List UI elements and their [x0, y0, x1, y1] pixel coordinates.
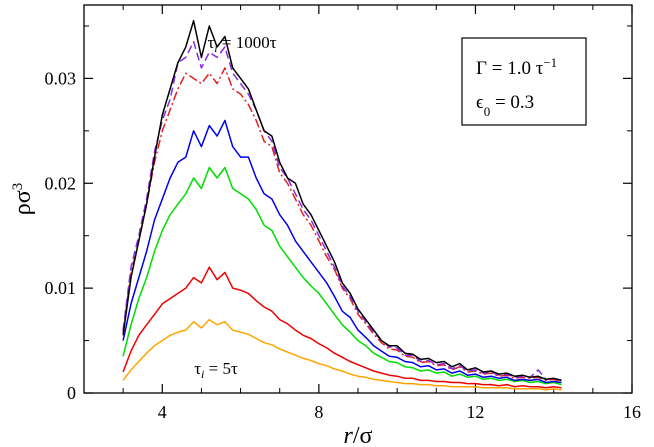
y-tick-label: 0.03 — [45, 68, 77, 88]
series-line-blue — [122, 119, 562, 384]
series-line-red — [122, 266, 562, 389]
series-layer — [122, 19, 562, 391]
series-line-dashed-violet — [122, 40, 562, 382]
y-tick-label: 0.01 — [45, 278, 77, 298]
axis-tick-labels: 4 8 12 16 0 0.01 0.02 0.03 — [45, 68, 642, 422]
axis-ticks — [84, 5, 633, 394]
x-tick-label: 16 — [623, 402, 641, 422]
series-line--i-5- — [122, 318, 562, 391]
y-axis-label: ρσ3 — [10, 183, 36, 215]
x-axis-label: r/σ — [344, 423, 373, 447]
annotation-bottom: τi = 5τ — [194, 359, 238, 381]
annotation-top: τi = 1000τ — [207, 33, 276, 55]
x-tick-label: 4 — [158, 402, 167, 422]
series-line-dashdot-red — [122, 67, 562, 383]
series-line--i-1000- — [122, 19, 562, 382]
series-line-green — [122, 166, 562, 386]
y-tick-label: 0 — [67, 383, 76, 403]
legend-box — [461, 37, 587, 126]
x-tick-label: 12 — [466, 402, 484, 422]
x-tick-label: 8 — [314, 402, 323, 422]
y-tick-label: 0.02 — [45, 173, 77, 193]
